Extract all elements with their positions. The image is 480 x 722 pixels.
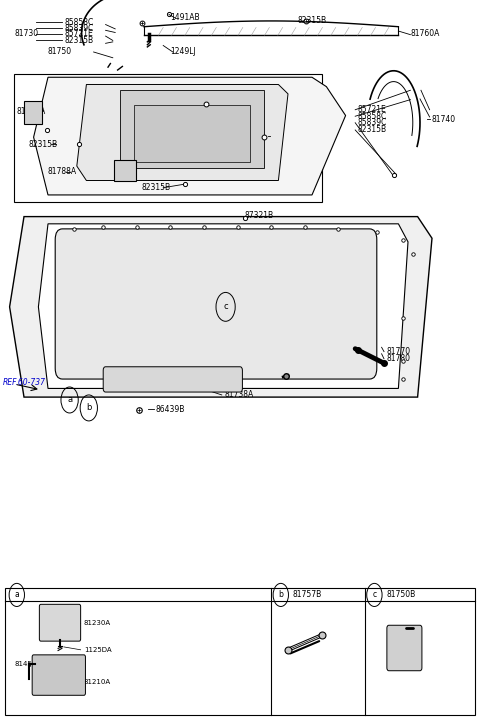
Text: 81210A: 81210A <box>84 679 111 685</box>
Text: 1491AB: 1491AB <box>170 13 200 22</box>
Text: 85721E: 85721E <box>65 30 94 38</box>
Text: 87321B: 87321B <box>245 212 274 220</box>
Text: c: c <box>372 591 376 599</box>
FancyBboxPatch shape <box>103 367 242 392</box>
Text: 81456C: 81456C <box>14 661 41 667</box>
Polygon shape <box>77 84 288 180</box>
Text: c: c <box>223 303 228 311</box>
Text: 85959: 85959 <box>163 95 188 103</box>
Text: 81740: 81740 <box>432 115 456 123</box>
Polygon shape <box>38 224 408 388</box>
Text: 81750: 81750 <box>48 47 72 56</box>
Text: 82315B: 82315B <box>358 126 387 134</box>
Text: 85959: 85959 <box>240 133 264 142</box>
Text: 81730: 81730 <box>14 30 38 38</box>
FancyBboxPatch shape <box>14 74 322 202</box>
FancyBboxPatch shape <box>32 655 85 695</box>
Text: REF.60-737: REF.60-737 <box>2 378 46 387</box>
Text: a: a <box>14 591 19 599</box>
Bar <box>114 160 136 180</box>
Text: 82315B: 82315B <box>298 16 327 25</box>
Text: 81750B: 81750B <box>386 591 416 599</box>
FancyBboxPatch shape <box>39 604 81 641</box>
Text: 81788A: 81788A <box>48 168 77 176</box>
Text: 1249LJ: 1249LJ <box>170 47 196 56</box>
Polygon shape <box>34 77 346 195</box>
Polygon shape <box>120 90 264 168</box>
Text: 85839C: 85839C <box>358 118 387 127</box>
Text: 1125DA: 1125DA <box>84 647 112 653</box>
Bar <box>24 101 42 124</box>
Text: 81770: 81770 <box>386 347 410 356</box>
Text: 85721E: 85721E <box>358 105 386 114</box>
Text: 81230A: 81230A <box>84 620 111 626</box>
FancyBboxPatch shape <box>387 625 422 671</box>
Text: 81787A: 81787A <box>17 107 46 116</box>
Text: 86439B: 86439B <box>156 405 185 414</box>
Text: 81757B: 81757B <box>293 591 322 599</box>
Text: a: a <box>67 396 72 404</box>
Polygon shape <box>10 217 432 397</box>
Bar <box>5 588 475 715</box>
Bar <box>134 105 250 162</box>
FancyBboxPatch shape <box>55 229 377 379</box>
Text: 82315B: 82315B <box>29 140 58 149</box>
Text: 81780: 81780 <box>386 355 410 363</box>
Text: b: b <box>278 591 283 599</box>
Text: 85858C: 85858C <box>358 112 387 121</box>
Text: 81163: 81163 <box>295 372 319 380</box>
Text: 85858C: 85858C <box>65 18 94 27</box>
Text: 81760A: 81760A <box>410 30 440 38</box>
Text: 82315B: 82315B <box>65 36 94 45</box>
Text: 82315B: 82315B <box>142 183 171 192</box>
Text: 81738A: 81738A <box>225 391 254 399</box>
Text: 85839C: 85839C <box>65 24 94 32</box>
Text: b: b <box>86 404 92 412</box>
